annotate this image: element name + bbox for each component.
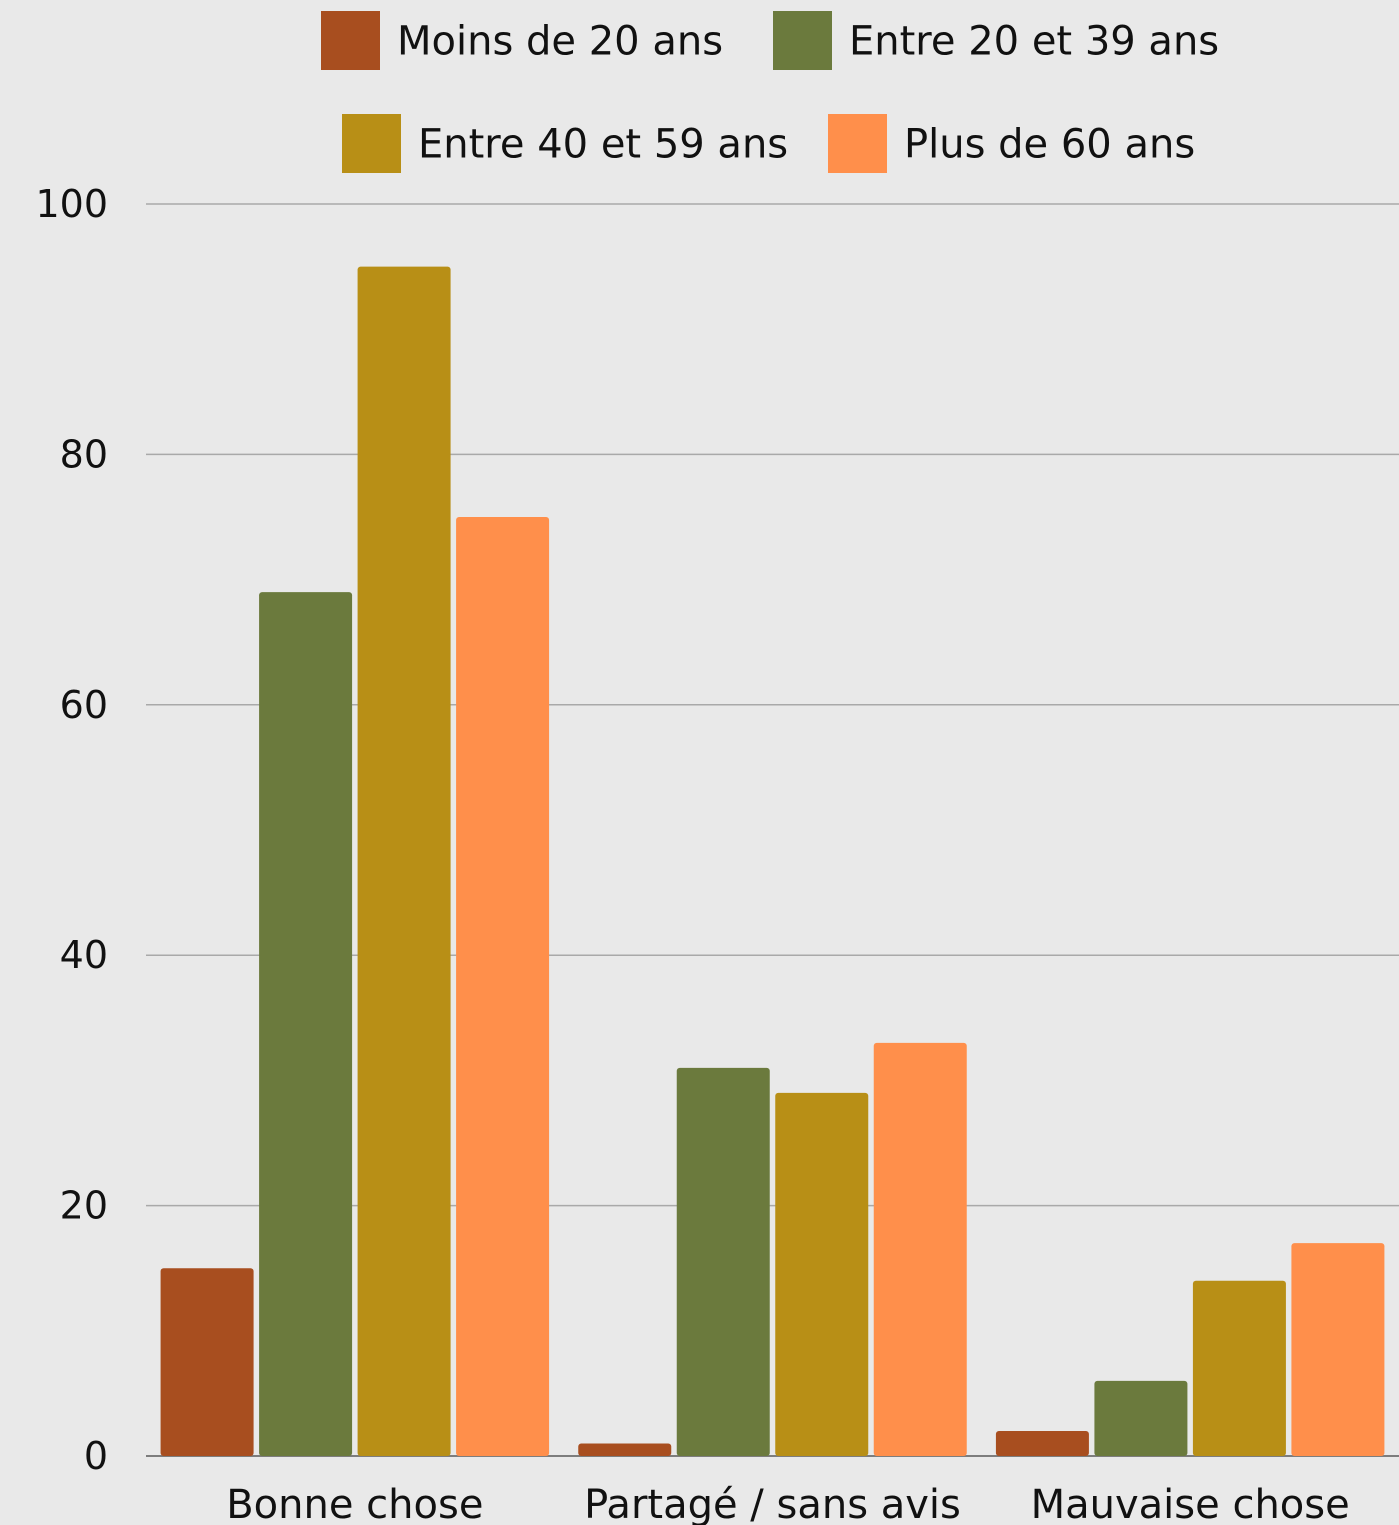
legend: Moins de 20 ans Entre 20 et 39 ans Entre 4… [321, 11, 1219, 173]
bar-2-1 [259, 592, 353, 1456]
y-axis: 0 20 40 60 80 100 [35, 182, 108, 1478]
bar-3-2 [775, 1092, 869, 1456]
legend-swatch [342, 114, 401, 173]
y-tick-label: 40 [60, 933, 108, 977]
legend-label: Moins de 20 ans [397, 19, 723, 65]
bars-layer [160, 266, 1385, 1457]
bar-3-3 [1192, 1280, 1286, 1456]
y-tick-label: 0 [84, 1434, 108, 1478]
x-tick-label: Bonne chose [226, 1482, 483, 1525]
bar-1-1 [160, 1268, 254, 1456]
x-axis: Bonne chose Partagé / sans avis Mauvaise c… [226, 1482, 1349, 1525]
y-tick-label: 60 [60, 683, 108, 727]
x-tick-label: Mauvaise chose [1031, 1482, 1350, 1525]
legend-label: Entre 20 et 39 ans [849, 19, 1219, 65]
bar-1-3 [995, 1430, 1089, 1456]
bar-4-2 [873, 1042, 967, 1456]
legend-swatch [773, 11, 832, 70]
legend-swatch [321, 11, 380, 70]
legend-label: Plus de 60 ans [904, 122, 1195, 168]
legend-swatch [828, 114, 887, 173]
bar-2-2 [676, 1067, 770, 1456]
grid-layer [146, 203, 1399, 1457]
y-tick-label: 80 [60, 432, 108, 476]
bar-4-1 [456, 517, 550, 1456]
bar-1-2 [578, 1443, 672, 1456]
y-tick-label: 100 [35, 182, 108, 226]
x-tick-label: Partagé / sans avis [584, 1482, 961, 1525]
bar-3-1 [357, 266, 451, 1457]
bar-4-3 [1291, 1243, 1385, 1456]
y-tick-label: 20 [60, 1184, 108, 1228]
legend-label: Entre 40 et 59 ans [418, 122, 788, 168]
bar-2-3 [1094, 1380, 1188, 1456]
